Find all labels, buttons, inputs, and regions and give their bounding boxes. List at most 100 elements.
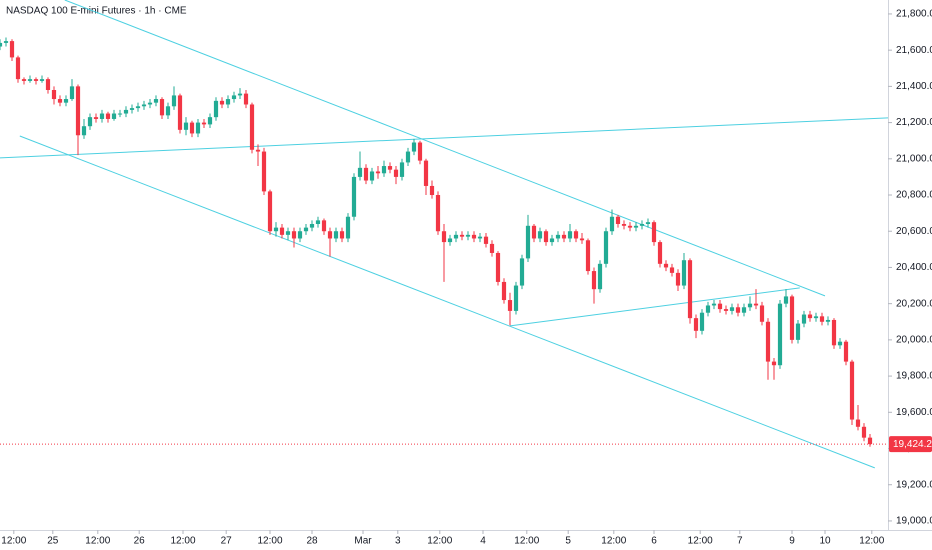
x-tick-label: 6 <box>651 536 657 547</box>
candle-body <box>273 227 279 232</box>
candle-body <box>693 318 699 331</box>
x-tick-label: 12:00 <box>688 536 713 547</box>
candle-body <box>699 312 705 331</box>
x-tick-label: 28 <box>306 536 318 547</box>
candle-body <box>801 314 807 324</box>
y-tick-label: 19,800.00 <box>896 371 932 382</box>
candle-body <box>519 258 525 286</box>
candle-body <box>411 142 417 152</box>
trend-line <box>0 117 889 159</box>
y-tick-label: 19,600.00 <box>896 407 932 418</box>
candle-body <box>339 231 345 239</box>
x-tick-label: 4 <box>480 536 486 547</box>
candle-body <box>57 99 63 103</box>
candle-body <box>663 263 669 268</box>
candle-body <box>375 171 381 174</box>
candle-body <box>867 437 873 445</box>
candle-body <box>249 104 255 150</box>
candle-body <box>537 231 543 239</box>
candle-body <box>465 234 471 237</box>
candle-body <box>363 167 369 181</box>
candle-body <box>333 231 339 239</box>
candle-body <box>651 222 657 243</box>
x-tick-label: 12:00 <box>257 536 282 547</box>
candle-body <box>51 89 57 100</box>
candle-body <box>807 314 813 319</box>
candle-body <box>621 223 627 226</box>
candle-body <box>675 272 681 286</box>
candle-body <box>489 243 495 253</box>
candle-body <box>285 231 291 235</box>
candle-body <box>765 321 771 362</box>
last-price-label: 19,424.25 <box>893 439 932 450</box>
candle-body <box>813 316 819 319</box>
candle-body <box>315 220 321 224</box>
candle-body <box>657 242 663 264</box>
x-tick-label: 12:00 <box>1 536 26 547</box>
candle-body <box>477 236 483 239</box>
candle-body <box>843 341 849 362</box>
candle-body <box>543 231 549 243</box>
candle-body <box>0 42 3 47</box>
x-tick-label: 7 <box>737 536 743 547</box>
candle-body <box>69 86 75 100</box>
candle-body <box>357 167 363 177</box>
candle-body <box>741 307 747 313</box>
candle-body <box>687 260 693 319</box>
candle-body <box>759 305 765 322</box>
candle-body <box>645 222 651 224</box>
candle-body <box>351 176 357 217</box>
y-tick-label: 19,000.00 <box>896 516 932 527</box>
x-tick-label: 10 <box>819 536 831 547</box>
candle-body <box>309 223 315 228</box>
candle-body <box>609 216 615 232</box>
candle-body <box>255 149 261 152</box>
candle-body <box>423 160 429 186</box>
candle-body <box>39 79 45 81</box>
y-tick-label: 20,400.00 <box>896 262 932 273</box>
candle-body <box>753 303 759 306</box>
x-tick-label: 5 <box>565 536 571 547</box>
x-tick-label: 26 <box>134 536 146 547</box>
candle-body <box>597 263 603 290</box>
candle-body <box>579 238 585 241</box>
candle-body <box>231 95 237 100</box>
candle-body <box>453 234 459 239</box>
chart-title: NASDAQ 100 E-mini Futures · 1h · CME <box>6 6 187 17</box>
candle-body <box>639 223 645 226</box>
candle-body <box>81 126 87 136</box>
candle-body <box>303 227 309 232</box>
candle-body <box>405 151 411 163</box>
candle-body <box>321 220 327 232</box>
candle-body <box>615 216 621 224</box>
candle-body <box>771 361 777 366</box>
x-tick-label: Mar <box>354 536 372 547</box>
y-tick-label: 20,800.00 <box>896 190 932 201</box>
candle-body <box>567 231 573 239</box>
candle-body <box>387 166 393 170</box>
candle-body <box>165 106 171 116</box>
candle-body <box>831 319 837 346</box>
candle-body <box>633 225 639 228</box>
candle-body <box>297 231 303 239</box>
candle-body <box>147 102 153 105</box>
candle-body <box>159 99 165 116</box>
candle-body <box>237 93 243 96</box>
candle-body <box>549 238 555 243</box>
candle-body <box>855 419 861 427</box>
x-tick-label: 12:00 <box>514 536 539 547</box>
candle-body <box>135 106 141 109</box>
candle-body <box>705 305 711 313</box>
candle-body <box>75 86 81 136</box>
candle-body <box>531 225 537 239</box>
candle-body <box>513 285 519 311</box>
y-tick-label: 20,200.00 <box>896 298 932 309</box>
candle-body <box>459 234 465 237</box>
candle-body <box>447 238 453 243</box>
candle-body <box>795 323 801 340</box>
candle-body <box>585 240 591 272</box>
candle-body <box>777 303 783 366</box>
candle-body <box>171 95 177 107</box>
candle-body <box>429 185 435 196</box>
